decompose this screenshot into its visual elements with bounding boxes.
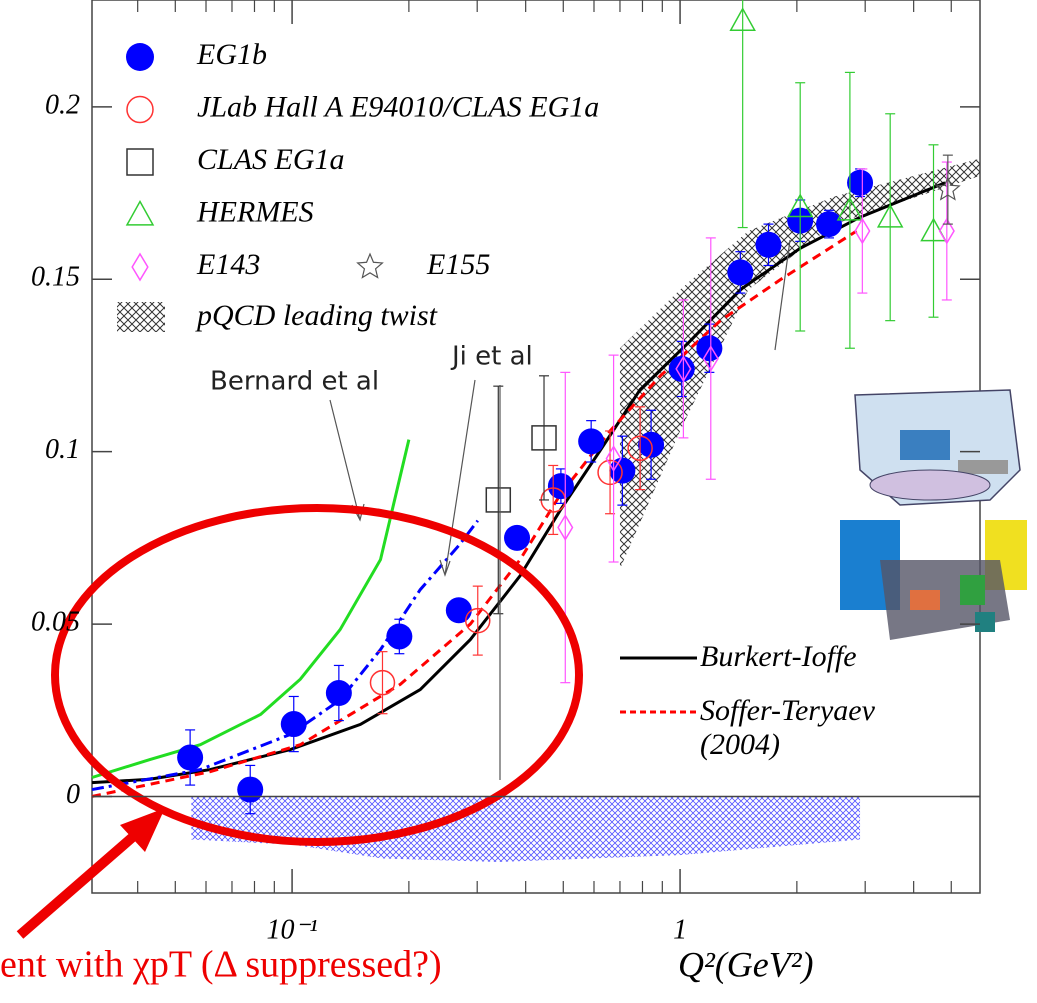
legend-label: EG1b [196,38,267,71]
curve-label: Ji et al [450,342,533,372]
x-tick-label: 10⁻¹ [266,914,317,945]
point [847,170,873,196]
point [446,597,472,623]
band [191,796,860,862]
bottom-note: ent with χpT (Δ suppressed?) [0,944,442,986]
legend-label: E155 [426,248,490,281]
legend-label: pQCD leading twist [195,299,438,332]
chart: EG1b JLab Hall A E94010/CLAS EG1a CLAS EG1… [0,0,1037,998]
point [177,744,203,770]
legend-label: CLAS EG1a [197,143,345,176]
x-tick-label: 1 [673,914,687,945]
curve-label: Burkert-Ioffe [700,640,857,673]
x-axis-label: Q²(GeV²) [678,944,814,984]
legend-label: JLab Hall A E94010/CLAS EG1a [197,90,599,123]
point [386,623,412,649]
plot-frame [92,0,980,893]
legend-marker [358,254,383,278]
curve [92,440,409,778]
y-tick-label: 0.15 [31,262,80,293]
point [281,711,307,737]
point [727,259,753,285]
point [578,428,604,454]
point [548,473,574,499]
legend-marker [127,97,153,123]
y-tick-label: 0 [66,779,80,810]
point [237,777,263,803]
legend-marker [132,254,148,280]
point [816,211,842,237]
y-tick-label: 0.05 [31,606,80,637]
detector-illustration [840,520,1027,640]
curve-label: (2004) [700,728,780,761]
legend-marker [127,149,153,175]
y-tick-label: 0.1 [45,434,80,465]
legend-label: E143 [196,248,260,281]
legend-marker [126,43,154,71]
detector-illustration [855,390,1020,505]
y-tick-label: 0.2 [45,89,80,120]
point [504,525,530,551]
curve-label: Bernard et al [210,367,379,397]
point [326,680,352,706]
legend-label: HERMES [196,195,314,228]
legend-swatch [117,302,165,332]
point [755,232,781,258]
legend-marker [127,202,153,225]
curve-label: Soffer-Teryaev [700,694,876,727]
